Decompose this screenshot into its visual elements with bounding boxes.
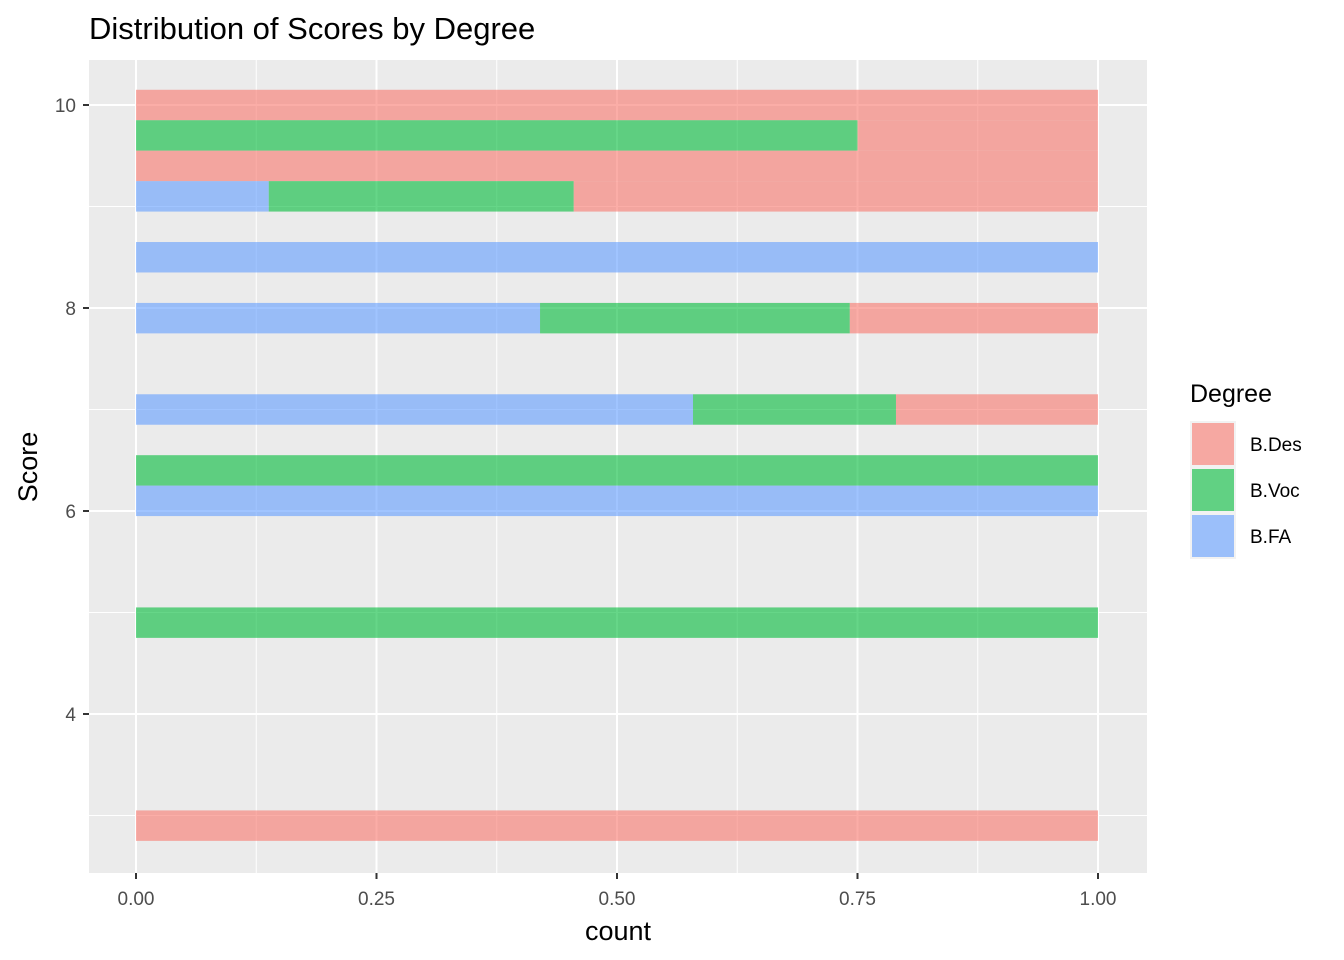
bar-segment-b-fa: [136, 302, 541, 334]
legend-key-swatch: [1192, 469, 1234, 511]
x-tick-label: 0.75: [839, 889, 876, 910]
x-tick-label: 0.00: [118, 889, 155, 910]
bar-segment-b-des: [857, 120, 1098, 151]
bar-segment-b-voc: [136, 120, 858, 151]
bar-segment-b-voc: [692, 394, 896, 425]
bar-segment-b-des: [849, 302, 1098, 334]
bar-segment-b-des: [573, 181, 1098, 212]
legend-label: B.Des: [1250, 435, 1302, 456]
bar-segment-b-fa: [136, 485, 1098, 517]
x-tick-label: 0.50: [599, 889, 636, 910]
bar-segment-b-des: [136, 810, 1098, 841]
legend-key-swatch: [1192, 515, 1234, 557]
bar-segment-b-voc: [136, 455, 1098, 486]
legend-title: Degree: [1190, 380, 1272, 408]
bar-segment-b-fa: [136, 242, 1098, 273]
y-tick-label: 6: [65, 502, 76, 523]
y-axis: 4 6 8 10: [55, 96, 89, 726]
legend-label: B.Voc: [1250, 481, 1300, 502]
bar-segment-b-fa: [136, 394, 693, 425]
bar-segment-b-des: [136, 89, 1098, 121]
bar-segment-b-voc: [540, 302, 850, 334]
bar-segment-b-des: [136, 150, 1098, 182]
y-tick-label: 4: [65, 705, 76, 726]
y-tick-label: 8: [65, 299, 76, 320]
bars: [136, 89, 1098, 841]
legend-key-swatch: [1192, 423, 1234, 465]
bar-segment-b-voc: [136, 607, 1098, 638]
legend: Degree B.Des B.Voc B.FA: [1190, 380, 1302, 559]
x-tick-label: 1.00: [1080, 889, 1117, 910]
bar-segment-b-voc: [268, 181, 574, 212]
legend-label: B.FA: [1250, 527, 1292, 548]
y-tick-label: 10: [55, 96, 76, 117]
chart-title: Distribution of Scores by Degree: [89, 11, 535, 46]
bar-segment-b-fa: [136, 181, 269, 212]
bar-segment-b-des: [895, 394, 1098, 425]
x-tick-label: 0.25: [358, 889, 395, 910]
y-axis-title: Score: [13, 432, 43, 503]
x-axis-title: count: [585, 916, 652, 946]
x-axis: 0.00 0.25 0.50 0.75 1.00: [118, 873, 1117, 910]
